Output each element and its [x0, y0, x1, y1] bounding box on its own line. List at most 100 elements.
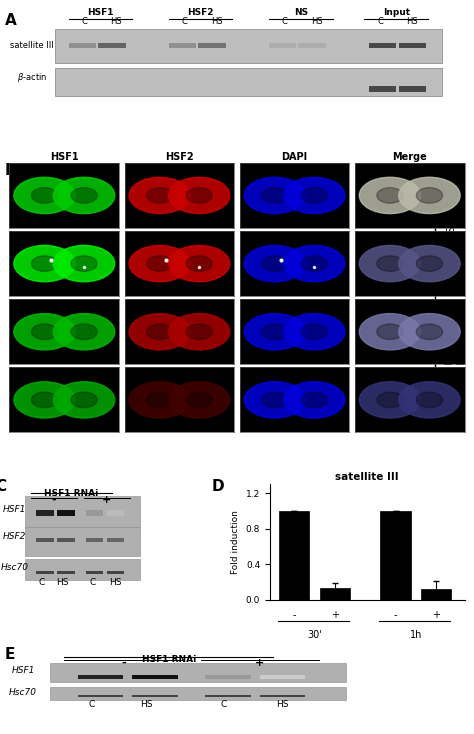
- Circle shape: [244, 313, 306, 350]
- Text: C: C: [282, 17, 288, 26]
- Bar: [107, 571, 125, 575]
- Text: HSF1: HSF1: [11, 666, 35, 675]
- Circle shape: [262, 188, 288, 203]
- Circle shape: [168, 382, 230, 418]
- Bar: [260, 695, 305, 697]
- Bar: [205, 675, 251, 679]
- Bar: [132, 675, 178, 679]
- Bar: [50, 664, 346, 683]
- Bar: [36, 571, 54, 575]
- Circle shape: [399, 382, 460, 418]
- Text: HS: HS: [276, 700, 289, 709]
- Bar: [57, 510, 75, 515]
- Circle shape: [359, 245, 420, 282]
- Circle shape: [186, 392, 212, 407]
- Text: $\beta$-actin: $\beta$-actin: [17, 70, 47, 84]
- Bar: [55, 29, 442, 63]
- Circle shape: [71, 255, 97, 272]
- Circle shape: [186, 255, 212, 272]
- Circle shape: [399, 245, 460, 282]
- Circle shape: [14, 382, 75, 418]
- Text: HSF1: HSF1: [3, 505, 27, 515]
- Circle shape: [283, 177, 345, 214]
- Circle shape: [262, 392, 288, 407]
- Circle shape: [71, 324, 97, 340]
- Text: HS: HS: [109, 578, 122, 587]
- Bar: [85, 571, 103, 575]
- Bar: [26, 559, 140, 581]
- Y-axis label: Fold induction: Fold induction: [231, 510, 240, 574]
- Circle shape: [31, 324, 58, 340]
- Circle shape: [54, 177, 115, 214]
- Circle shape: [146, 255, 173, 272]
- Bar: [78, 675, 123, 679]
- Circle shape: [283, 313, 345, 350]
- Text: C: C: [88, 700, 94, 709]
- Bar: [299, 43, 326, 48]
- Text: HSF1 RNAi: HSF1 RNAi: [44, 489, 99, 498]
- Bar: [369, 87, 396, 92]
- Circle shape: [71, 392, 97, 407]
- Text: HS: HS: [140, 700, 152, 709]
- Bar: [205, 695, 251, 697]
- Bar: [26, 496, 140, 528]
- Title: HSF2: HSF2: [165, 152, 194, 162]
- Circle shape: [146, 188, 173, 203]
- Bar: [421, 589, 451, 600]
- Text: D: D: [211, 479, 224, 494]
- Text: HS: HS: [56, 578, 69, 587]
- Text: A: A: [5, 12, 17, 28]
- Text: E: E: [5, 647, 15, 661]
- Circle shape: [31, 392, 58, 407]
- Circle shape: [168, 177, 230, 214]
- Bar: [132, 695, 178, 697]
- Text: C: C: [0, 479, 7, 494]
- Bar: [260, 675, 305, 679]
- Text: HS: HS: [211, 17, 222, 26]
- Bar: [55, 68, 442, 96]
- Circle shape: [129, 245, 191, 282]
- Circle shape: [262, 255, 288, 272]
- Bar: [85, 510, 103, 515]
- Circle shape: [301, 392, 328, 407]
- Text: HS: HS: [311, 17, 322, 26]
- Text: HSF2: HSF2: [3, 532, 27, 541]
- Text: NS: NS: [294, 8, 308, 17]
- Circle shape: [377, 392, 403, 407]
- Circle shape: [283, 245, 345, 282]
- Text: HSF1
RNAi: HSF1 RNAi: [444, 339, 465, 364]
- Circle shape: [399, 177, 460, 214]
- Text: C: C: [182, 17, 188, 26]
- Text: C: C: [90, 578, 96, 587]
- Text: HS: HS: [110, 17, 122, 26]
- Bar: [169, 43, 196, 48]
- Circle shape: [129, 177, 191, 214]
- Circle shape: [168, 245, 230, 282]
- Circle shape: [31, 255, 58, 272]
- Circle shape: [129, 382, 191, 418]
- Bar: [85, 538, 103, 542]
- Circle shape: [54, 245, 115, 282]
- Circle shape: [54, 313, 115, 350]
- Circle shape: [244, 382, 306, 418]
- Text: +: +: [255, 658, 264, 668]
- Text: 30': 30': [307, 630, 322, 640]
- Text: 1h: 1h: [410, 630, 422, 640]
- Circle shape: [186, 188, 212, 203]
- Bar: [36, 510, 54, 515]
- Text: B: B: [5, 163, 17, 178]
- Bar: [369, 43, 396, 48]
- Bar: [269, 43, 296, 48]
- Circle shape: [301, 255, 328, 272]
- Text: HSF1 RNAi: HSF1 RNAi: [142, 655, 196, 664]
- Bar: [107, 538, 125, 542]
- Circle shape: [14, 177, 75, 214]
- Circle shape: [416, 255, 443, 272]
- Bar: [69, 43, 96, 48]
- Bar: [399, 43, 426, 48]
- Circle shape: [14, 313, 75, 350]
- Text: Scr.: Scr.: [447, 215, 456, 233]
- Bar: [279, 511, 310, 600]
- Title: HSF1: HSF1: [50, 152, 79, 162]
- Circle shape: [31, 188, 58, 203]
